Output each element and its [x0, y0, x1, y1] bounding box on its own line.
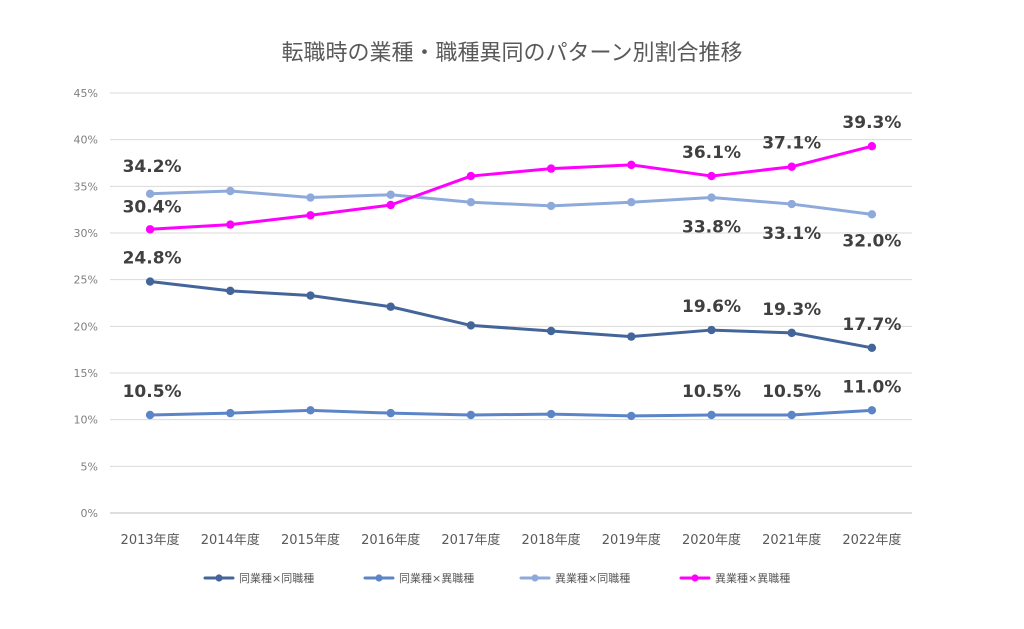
x-tick-label: 2013年度	[121, 532, 180, 548]
legend-label: 同業種×同職種	[239, 571, 314, 585]
data-point	[226, 286, 235, 296]
data-point	[867, 343, 877, 352]
y-tick-label: 40%	[74, 134, 98, 147]
x-tick-label: 2017年度	[441, 532, 500, 548]
grid-layer	[110, 92, 912, 514]
legend-marker	[215, 574, 223, 582]
axis-layer: 0% 5% 10% 15% 20% 25% 30% 35% 40% 45% 2013年度 2014年度…	[74, 87, 902, 548]
data-point	[787, 328, 796, 338]
data-point	[867, 406, 877, 415]
series-line	[148, 144, 874, 231]
x-tick-label: 2014年度	[201, 532, 260, 548]
data-label: 19.3%	[762, 300, 821, 320]
data-point	[466, 171, 476, 181]
data-point	[707, 410, 716, 420]
data-point	[787, 162, 796, 171]
data-label: 36.1%	[682, 143, 741, 163]
y-tick-label: 10%	[74, 414, 98, 427]
data-point	[787, 410, 796, 420]
legend-marker	[531, 574, 539, 582]
data-point	[867, 142, 877, 151]
data-point	[627, 411, 636, 421]
legend: 同業種×同職種 同業種×異職種 異業種×同職種 異業種×異職種	[203, 571, 790, 585]
data-label-layer: 24.8% 19.6% 19.3% 17.7% 10.5% 10.5% 10.5% 11.0%…	[123, 113, 902, 402]
data-point	[306, 406, 315, 415]
legend-marker	[375, 574, 383, 582]
data-label: 24.8%	[123, 249, 182, 269]
data-point	[226, 186, 235, 196]
data-point	[306, 211, 315, 220]
data-label: 37.1%	[762, 134, 821, 154]
data-label: 17.7%	[842, 315, 901, 335]
data-point	[787, 199, 796, 209]
y-tick-label: 30%	[74, 227, 98, 240]
data-point	[145, 225, 155, 234]
data-point	[226, 408, 235, 418]
data-point	[466, 410, 476, 420]
y-tick-label: 35%	[74, 180, 98, 193]
series-line	[148, 408, 874, 418]
data-label: 32.0%	[842, 231, 901, 251]
data-point	[386, 190, 395, 199]
y-tick-label: 0%	[81, 507, 98, 520]
data-point	[627, 332, 636, 341]
x-tick-label: 2015年度	[281, 532, 340, 548]
y-tick-label: 20%	[74, 320, 98, 333]
x-tick-label: 2016年度	[361, 532, 420, 548]
series-line	[148, 189, 874, 216]
data-label: 10.5%	[762, 382, 821, 402]
data-point	[226, 220, 235, 229]
data-point	[627, 160, 636, 170]
y-tick-label: 45%	[74, 87, 98, 100]
x-tick-label: 2021年度	[762, 532, 821, 548]
data-point	[867, 210, 877, 219]
x-tick-label: 2022年度	[842, 532, 901, 548]
x-tick-label: 2018年度	[522, 532, 581, 548]
legend-label: 異業種×異職種	[715, 571, 790, 585]
data-label: 30.4%	[123, 197, 182, 217]
data-point	[466, 321, 476, 330]
data-label: 33.8%	[682, 218, 741, 238]
data-point	[145, 189, 155, 198]
legend-label: 同業種×異職種	[399, 571, 474, 585]
data-point	[627, 198, 636, 207]
series-layer	[145, 142, 877, 421]
data-label: 33.1%	[762, 224, 821, 244]
data-point	[546, 409, 556, 419]
data-point	[707, 193, 716, 202]
data-point	[386, 408, 395, 418]
data-point	[546, 326, 556, 336]
chart-title: 転職時の業種・職種異同のパターン別割合推移	[282, 41, 743, 66]
data-label: 34.2%	[123, 157, 182, 177]
data-point	[386, 302, 395, 311]
data-point	[466, 198, 476, 207]
x-tick-label: 2020年度	[682, 532, 741, 548]
data-point	[145, 410, 155, 420]
data-label: 11.0%	[842, 377, 901, 397]
legend-marker	[691, 574, 699, 582]
data-point	[145, 277, 155, 286]
data-point	[707, 325, 716, 335]
data-point	[546, 201, 556, 211]
y-tick-label: 5%	[81, 460, 98, 473]
data-label: 10.5%	[682, 382, 741, 402]
legend-label: 異業種×同職種	[555, 571, 630, 585]
y-tick-label: 15%	[74, 367, 98, 380]
data-point	[707, 171, 716, 181]
data-point	[306, 291, 315, 300]
series-line	[148, 280, 874, 350]
y-tick-label: 25%	[74, 274, 98, 287]
data-point	[546, 164, 556, 173]
x-tick-label: 2019年度	[602, 532, 661, 548]
data-label: 10.5%	[123, 382, 182, 402]
data-point	[306, 193, 315, 202]
data-label: 39.3%	[842, 113, 901, 133]
data-label: 19.6%	[682, 297, 741, 317]
data-point	[386, 200, 395, 210]
